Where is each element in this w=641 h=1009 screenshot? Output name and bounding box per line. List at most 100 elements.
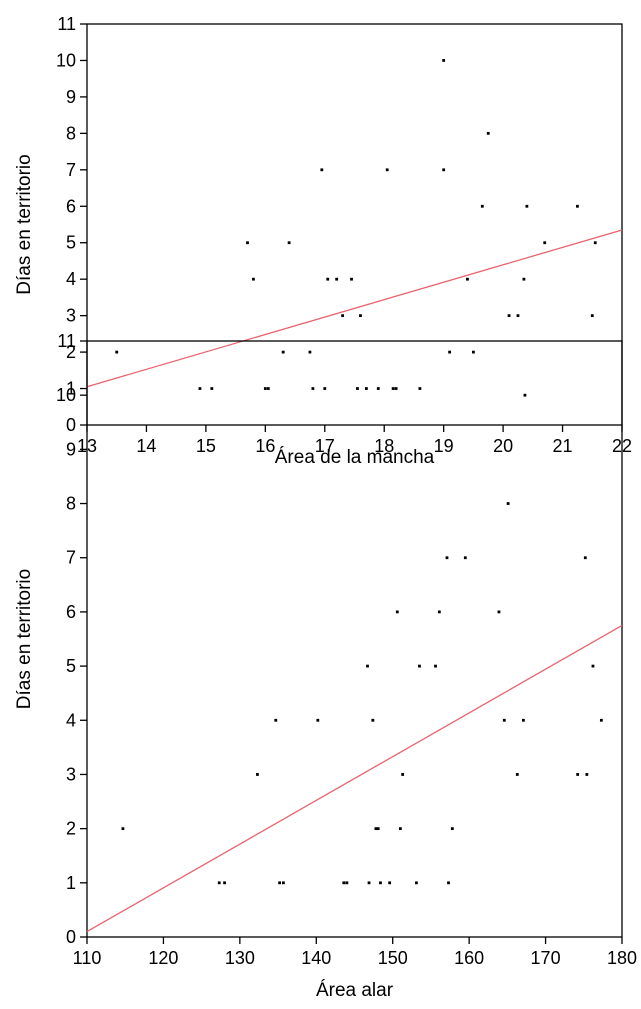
- data-point: [599, 718, 603, 722]
- data-point: [115, 350, 119, 354]
- data-point: [263, 387, 267, 390]
- data-point: [466, 277, 469, 281]
- x-tick-label: 140: [301, 948, 331, 968]
- data-point: [308, 350, 312, 354]
- data-point: [316, 718, 320, 722]
- data-point: [376, 387, 380, 390]
- data-point: [274, 718, 278, 722]
- y-tick-label: 8: [66, 123, 76, 143]
- data-point: [356, 387, 359, 390]
- data-point: [320, 168, 324, 172]
- y-tick-label: 3: [66, 306, 76, 326]
- data-point: [442, 59, 446, 62]
- y-tick-label: 2: [66, 342, 76, 362]
- data-point: [585, 773, 589, 776]
- data-point: [385, 168, 389, 172]
- x-tick-label: 16: [255, 436, 275, 456]
- y-tick-label: 6: [66, 602, 76, 622]
- data-point: [507, 314, 511, 318]
- data-point: [522, 718, 525, 722]
- y-axis-label: Días en territorio: [14, 154, 35, 294]
- y-tick-label: 8: [66, 494, 76, 514]
- data-point: [583, 556, 587, 560]
- data-point: [480, 204, 484, 208]
- data-point: [282, 881, 285, 885]
- data-point: [345, 881, 349, 885]
- data-point: [415, 881, 418, 885]
- data-point: [471, 350, 475, 354]
- data-point: [121, 827, 125, 831]
- data-point: [590, 314, 594, 318]
- data-point: [341, 314, 345, 318]
- y-tick-label: 10: [56, 50, 76, 70]
- data-point: [311, 387, 315, 390]
- y-tick-label: 6: [66, 196, 76, 216]
- y-tick-label: 11: [57, 14, 76, 34]
- data-point: [445, 556, 449, 560]
- data-point: [364, 387, 368, 390]
- data-point: [335, 277, 339, 281]
- y-axis-label: Días en territorio: [14, 569, 35, 709]
- data-point: [447, 881, 450, 885]
- x-tick-label: 170: [531, 948, 561, 968]
- data-point: [246, 241, 249, 245]
- data-point: [379, 881, 382, 885]
- data-point: [434, 664, 437, 668]
- data-point: [198, 387, 202, 390]
- data-point: [391, 387, 395, 390]
- y-tick-label: 1: [66, 873, 76, 893]
- data-point: [367, 881, 371, 885]
- data-point: [371, 718, 375, 722]
- data-point: [437, 610, 441, 614]
- data-point: [448, 350, 452, 354]
- data-point: [515, 773, 519, 776]
- data-point: [287, 241, 291, 245]
- y-tick-label: 7: [66, 548, 76, 568]
- data-point: [376, 827, 380, 831]
- data-point: [217, 881, 221, 885]
- data-point: [326, 277, 330, 281]
- y-tick-label: 7: [66, 160, 76, 180]
- x-tick-label: 14: [136, 436, 156, 456]
- x-tick-label: 120: [148, 948, 178, 968]
- y-tick-label: 5: [66, 233, 76, 253]
- plot-frame: [86, 340, 623, 938]
- plot-frame: [86, 23, 623, 426]
- data-point: [256, 773, 259, 776]
- trend-line: [86, 624, 623, 933]
- data-point: [223, 881, 226, 885]
- data-point: [366, 664, 369, 668]
- data-point: [576, 773, 580, 776]
- data-point: [576, 204, 579, 208]
- y-tick-label: 11: [57, 331, 76, 351]
- x-tick-label: 19: [434, 436, 454, 456]
- x-axis-label: Área alar: [316, 980, 394, 1001]
- data-point: [591, 664, 595, 668]
- data-point: [516, 314, 520, 318]
- y-tick-label: 9: [66, 87, 76, 107]
- y-tick-label: 4: [66, 710, 76, 730]
- x-axis-label: Área de la mancha: [275, 447, 435, 468]
- data-point: [450, 827, 454, 831]
- data-point: [281, 350, 285, 354]
- data-point: [359, 314, 362, 318]
- data-point: [418, 387, 422, 390]
- data-point: [401, 773, 405, 776]
- x-tick-label: 110: [73, 948, 102, 968]
- data-point: [506, 502, 510, 505]
- x-tick-label: 21: [553, 436, 573, 456]
- data-point: [210, 387, 214, 390]
- data-point: [350, 277, 353, 281]
- x-tick-label: 18: [374, 436, 394, 456]
- x-tick-label: 20: [493, 436, 513, 456]
- x-tick-label: 180: [607, 948, 637, 968]
- data-point: [266, 387, 270, 390]
- data-point: [342, 881, 346, 885]
- x-tick-label: 17: [315, 436, 335, 456]
- data-point: [525, 204, 529, 208]
- y-tick-label: 0: [66, 415, 76, 435]
- data-point: [278, 881, 281, 885]
- data-point: [394, 387, 398, 390]
- data-point: [398, 827, 402, 831]
